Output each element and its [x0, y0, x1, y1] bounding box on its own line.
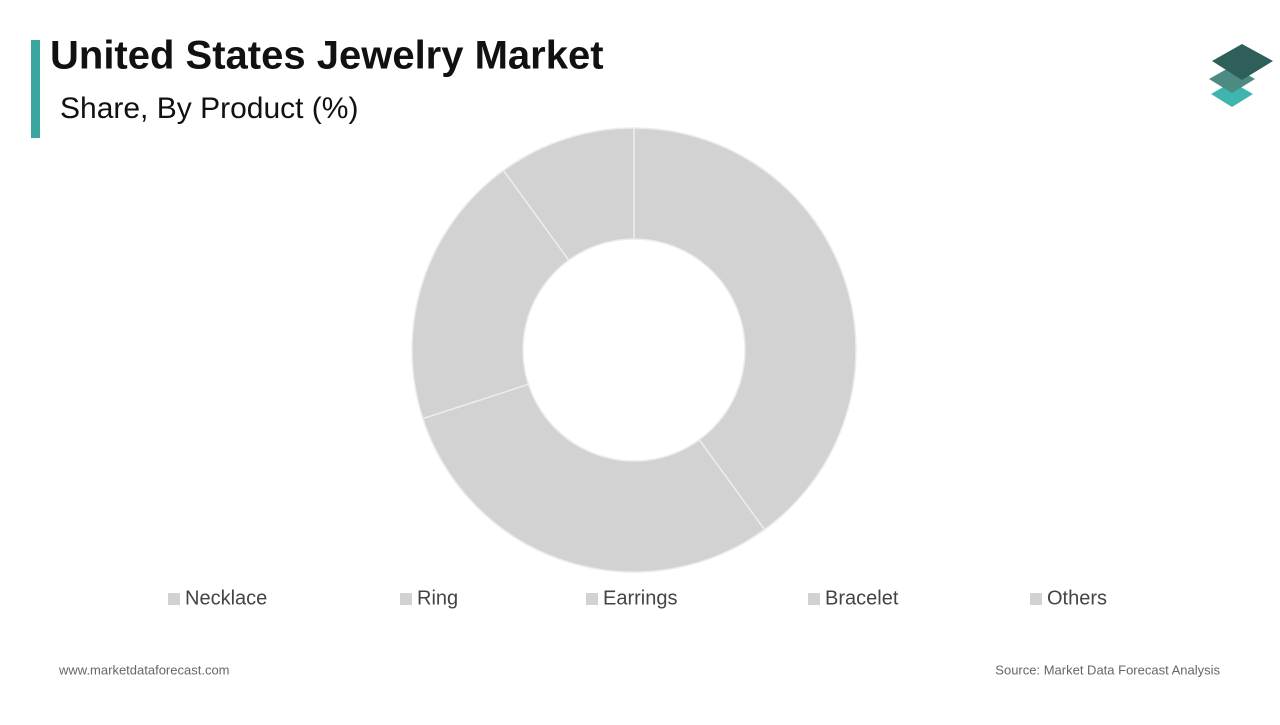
chart-subtitle: Share, By Product (%) — [60, 92, 358, 125]
donut-slice — [411, 169, 570, 420]
chart-title: United States Jewelry Market — [50, 34, 604, 78]
source: Source: Market Data Forecast Analysis — [995, 662, 1220, 677]
legend-swatch — [400, 593, 412, 605]
website: www.marketdataforecast.com — [58, 662, 230, 677]
legend-label: Earrings — [603, 587, 677, 609]
donut-slice — [502, 127, 635, 262]
legend-swatch — [808, 593, 820, 605]
donut-slice — [421, 383, 766, 573]
donut-slice — [633, 127, 857, 531]
legend-label: Bracelet — [825, 587, 899, 609]
legend-swatch — [168, 593, 180, 605]
legend-label: Ring — [417, 587, 458, 609]
legend-swatch — [586, 593, 598, 605]
title-accent — [31, 40, 40, 138]
legend-swatch — [1030, 593, 1042, 605]
legend-label: Necklace — [185, 587, 267, 609]
legend-label: Others — [1047, 587, 1107, 609]
logo — [1209, 44, 1273, 107]
